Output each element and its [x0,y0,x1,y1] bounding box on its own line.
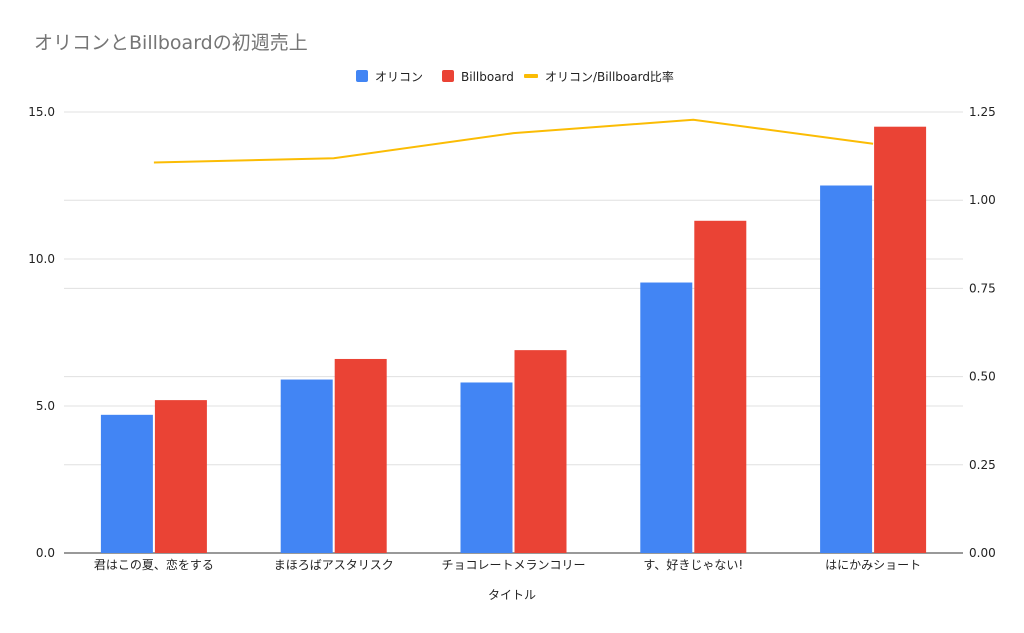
legend-label-ratio: オリコン/Billboard比率 [545,69,674,84]
bar-oricon [460,382,513,553]
category-label: す、好きじゃない! [643,558,743,572]
right-axis-ticks: 0.00 0.25 0.50 0.75 1.00 1.25 [969,105,996,560]
right-tick-label: 0.25 [969,458,996,472]
bar-oricon [820,185,873,553]
legend-swatch-billboard [442,70,454,82]
bar-billboard [154,400,207,553]
right-tick-label: 0.75 [969,281,996,295]
left-tick-label: 0.0 [36,546,55,560]
right-tick-label: 0.00 [969,546,996,560]
left-tick-label: 15.0 [28,105,55,119]
ratio-line [153,118,874,164]
category-label: まほろばアスタリスク [274,558,394,572]
category-labels: 君はこの夏、恋をする まほろばアスタリスク チョコレートメランコリー す、好きじゃない… [94,557,921,572]
legend-label-billboard: Billboard [461,70,514,84]
bar-billboard [334,358,387,553]
category-label: はにかみショート [825,558,921,572]
category-label: 君はこの夏、恋をする [94,557,214,572]
gridlines [64,111,963,554]
bar-oricon [640,282,693,553]
right-tick-label: 1.25 [969,105,996,119]
bar-oricon [280,379,333,553]
left-tick-label: 10.0 [28,252,55,266]
left-tick-label: 5.0 [36,399,55,413]
legend-swatch-oricon [356,70,368,82]
bars [100,126,927,553]
chart-title: オリコンとBillboardの初週売上 [34,32,308,54]
bar-billboard [694,220,747,553]
bar-oricon [100,414,153,553]
category-label: チョコレートメランコリー [441,558,585,572]
right-tick-label: 1.00 [969,193,996,207]
legend-swatch-ratio [524,74,538,78]
legend: オリコン Billboard オリコン/Billboard比率 [356,69,674,84]
left-axis-ticks: 0.0 5.0 10.0 15.0 [28,105,55,560]
ratio-line-path [153,118,874,164]
bar-billboard [874,126,927,553]
right-tick-label: 0.50 [969,370,996,384]
legend-label-oricon: オリコン [375,70,423,84]
x-axis-title: タイトル [488,588,536,602]
bar-billboard [514,350,567,553]
